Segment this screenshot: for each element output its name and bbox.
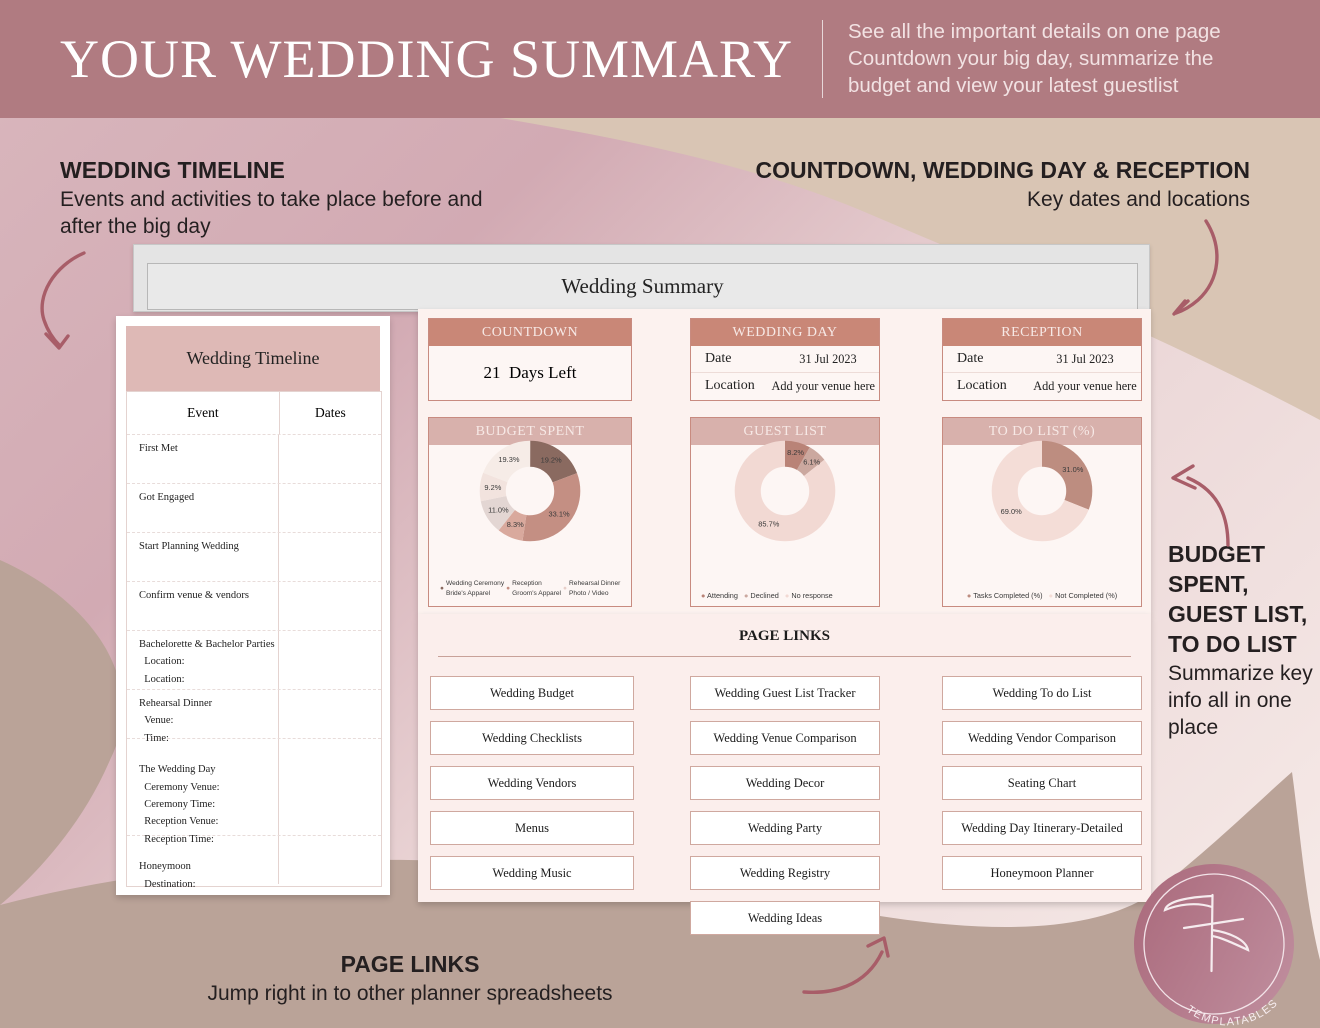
svg-text:11.0%: 11.0% xyxy=(488,506,509,515)
svg-text:9.2%: 9.2% xyxy=(484,483,501,492)
svg-text:8.2%: 8.2% xyxy=(787,448,804,457)
svg-text:85.7%: 85.7% xyxy=(758,520,779,529)
svg-text:31.0%: 31.0% xyxy=(1062,465,1083,474)
svg-text:33.1%: 33.1% xyxy=(549,509,570,518)
svg-text:8.3%: 8.3% xyxy=(507,520,524,529)
svg-text:6.1%: 6.1% xyxy=(803,458,820,467)
svg-text:19.2%: 19.2% xyxy=(541,455,562,464)
svg-text:19.3%: 19.3% xyxy=(498,455,519,464)
svg-text:69.0%: 69.0% xyxy=(1001,507,1022,516)
